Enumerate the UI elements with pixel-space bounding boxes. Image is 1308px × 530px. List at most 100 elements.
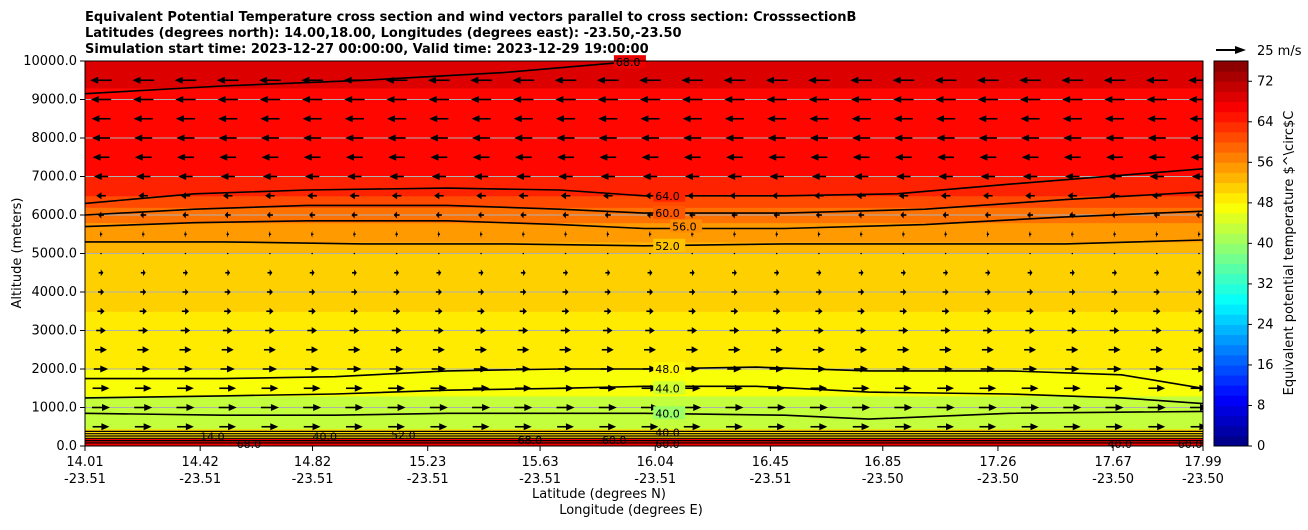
wind-vector-head — [988, 423, 997, 431]
wind-vector-head — [1027, 211, 1031, 219]
wind-vector-head — [438, 288, 442, 296]
wind-vector-dot — [395, 252, 398, 255]
wind-vector-head — [429, 134, 438, 142]
wind-vector-head — [216, 76, 225, 84]
wind-vector-head — [100, 365, 109, 373]
wind-vector-dot — [944, 252, 947, 255]
wind-vector-head — [776, 327, 782, 334]
wind-vector-head — [1200, 404, 1203, 411]
wind-vector-head — [862, 404, 871, 411]
wind-vector-head — [936, 134, 945, 142]
wind-vector-head — [1029, 365, 1038, 373]
wind-vector-head — [397, 404, 406, 411]
colorbar-segment — [1214, 435, 1248, 447]
wind-vector-head — [683, 153, 692, 161]
wind-vector-head — [818, 365, 827, 373]
y-tick-label: 2000.0 — [32, 362, 78, 377]
wind-vector-head — [1103, 76, 1112, 84]
wind-vector-head — [259, 76, 268, 84]
contour-label-bg — [670, 219, 703, 233]
contour-label: 44.0 — [655, 382, 680, 395]
wind-vector-head — [136, 173, 144, 180]
colorbar-tick-label: 64 — [1257, 115, 1274, 130]
wind-vector-head — [775, 230, 777, 238]
wind-vector-head — [1072, 423, 1081, 431]
wind-vector-head — [596, 76, 605, 84]
wind-vector-head — [142, 230, 144, 238]
wind-vector-head — [1109, 192, 1116, 200]
wind-vector-head — [856, 192, 862, 200]
wind-vector-head — [945, 327, 951, 334]
wind-vector-head — [1157, 384, 1166, 392]
wind-vector-head — [767, 115, 776, 123]
wind-vector-head — [226, 230, 228, 238]
wind-vector-head — [558, 173, 567, 180]
wind-vector-head — [987, 365, 996, 373]
contour-label-bg — [653, 362, 686, 375]
wind-vector-head — [303, 134, 312, 142]
wind-vector-head — [522, 346, 530, 354]
wind-vector-head — [978, 115, 987, 123]
wind-vector-head — [986, 230, 988, 238]
wind-vector-dot — [649, 252, 651, 255]
wind-vector-head — [90, 96, 99, 103]
wind-vector-head — [349, 192, 355, 200]
wind-vector-head — [734, 307, 739, 315]
wind-vector-head — [852, 153, 861, 161]
wind-vector-head — [180, 192, 186, 200]
wind-vector-head — [99, 230, 102, 238]
wind-vector-head — [691, 327, 698, 334]
wind-vector-head — [1156, 269, 1160, 277]
wind-vector-head — [176, 134, 185, 142]
wind-vector-head — [557, 153, 566, 161]
wind-vector-head — [473, 173, 482, 180]
wind-vector-head — [178, 173, 187, 180]
wind-vector-head — [265, 192, 271, 200]
wind-vector-head — [1021, 153, 1030, 161]
wind-vector-head — [174, 76, 183, 84]
wind-vector-dot — [226, 252, 229, 255]
wind-vector-head — [224, 211, 228, 219]
wind-vector-head — [650, 423, 659, 431]
colorbar-segment — [1214, 314, 1248, 325]
contour-label-bg — [653, 381, 686, 395]
wind-vector-head — [431, 173, 440, 180]
wind-vector-head — [397, 423, 406, 431]
wind-vector-head — [649, 269, 653, 277]
wind-vector-head — [1111, 211, 1115, 219]
wind-vector-head — [944, 365, 953, 373]
wind-vector-head — [608, 404, 617, 411]
wind-vector-head — [893, 115, 902, 123]
wind-vector-head — [1071, 365, 1080, 373]
wind-vector-head — [691, 269, 695, 277]
colorbar-tick-label: 40 — [1257, 236, 1274, 251]
wind-vector-head — [269, 307, 274, 315]
wind-vector-head — [565, 269, 568, 277]
wind-vector-head — [396, 346, 403, 354]
colorbar-frame — [1213, 60, 1249, 447]
y-tick-label: 8000.0 — [32, 131, 78, 146]
wind-vector-head — [818, 269, 822, 277]
x-tick-label-lon: -23.50 — [862, 472, 904, 487]
wind-vector-dot — [1155, 252, 1158, 255]
wind-vector-head — [301, 96, 310, 103]
x-tick-label-lon: -23.51 — [749, 472, 791, 487]
wind-vector-head — [353, 346, 361, 354]
wind-vector-head — [987, 307, 992, 315]
wind-vector-head — [185, 384, 194, 392]
colorbar-segment — [1214, 395, 1248, 406]
contour-label-layer: 68.064.060.056.052.048.044.040.068.014.0… — [200, 55, 1202, 451]
colorbar-segment — [1214, 172, 1248, 184]
wind-vector-head — [564, 346, 572, 354]
x-axis: 14.01 -23.51 14.42 -23.51 14.82 -23.51 15.23 -2… — [64, 446, 1224, 487]
wind-vector-head — [438, 365, 447, 373]
wind-vector-dot — [1198, 252, 1200, 255]
contour-layer — [85, 61, 1203, 444]
colorbar-segment — [1214, 162, 1248, 173]
wind-vector-head — [809, 134, 818, 142]
wind-vector-head — [480, 346, 488, 354]
x-tick-label-lat: 15.63 — [521, 455, 558, 470]
wind-vector-head — [731, 211, 735, 219]
wind-vector-head — [565, 384, 574, 392]
